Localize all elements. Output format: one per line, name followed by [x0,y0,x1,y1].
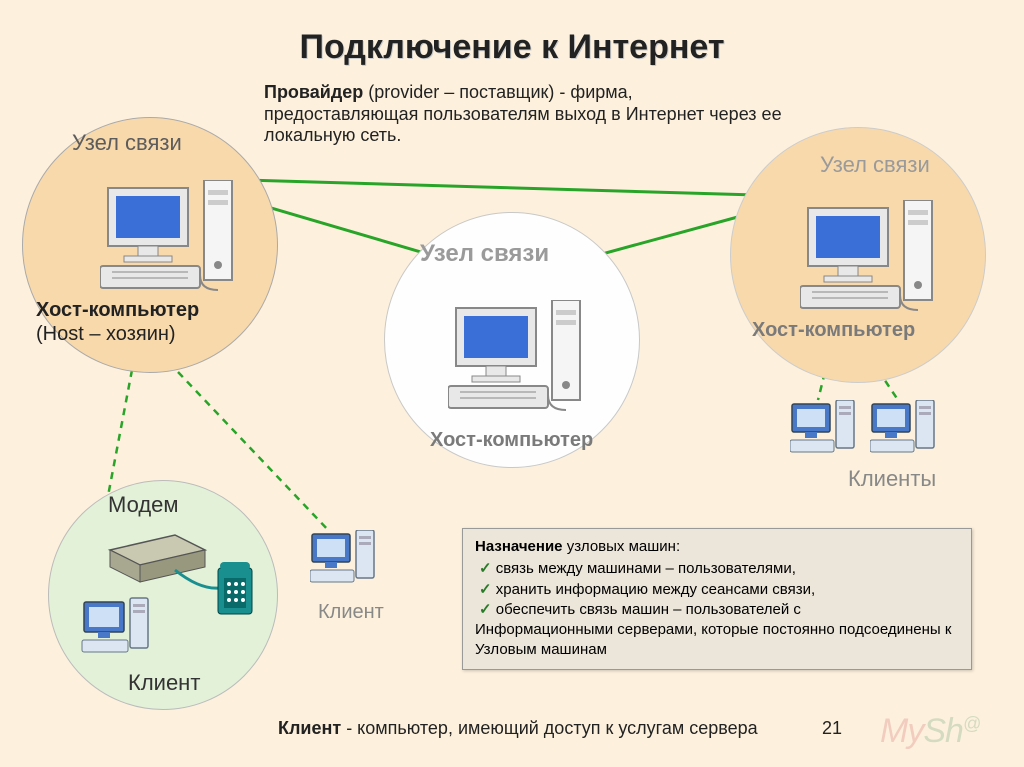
client-definition: Клиент - компьютер, имеющий доступ к усл… [278,718,758,740]
client-1-icon [310,530,380,595]
modem-title: Модем [108,492,179,518]
node-3-title: Узел связи [820,152,930,178]
page-number: 21 [822,718,842,739]
client-2-icon [790,400,860,465]
node-1-host-label: Хост-компьютер(Host – хозяин) [36,298,199,346]
watermark: MySh@ [880,712,980,751]
clients-group-label: Клиенты [848,466,936,492]
page-title: Подключение к Интернет [0,28,1024,67]
client-1-label: Клиент [318,600,384,624]
node-1-title: Узел связи [72,130,182,156]
modem-device-icon [80,520,280,675]
purpose-infobox: Назначение узловых машин:связь между маш… [462,528,972,670]
host-computer-2-icon [448,300,598,425]
host-computer-1-icon [100,180,250,305]
provider-definition: Провайдер (provider – поставщик) - фирма… [264,82,784,147]
node-2-host-label: Хост-компьютер [430,428,593,452]
node-2-title: Узел связи [420,240,549,269]
client-3-icon [870,400,940,465]
host-computer-3-icon [800,200,950,325]
